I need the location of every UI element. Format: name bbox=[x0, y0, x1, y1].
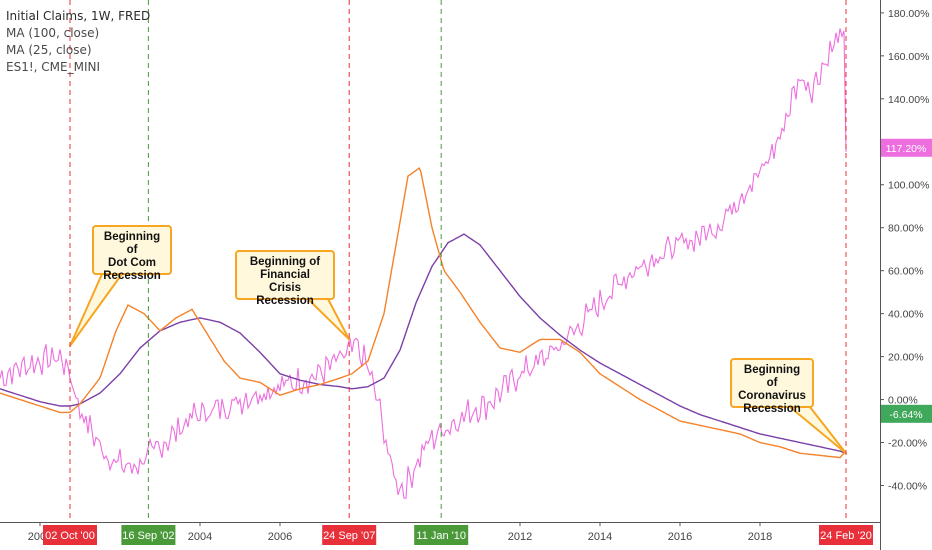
callout-line: Beginning of bbox=[103, 231, 161, 256]
last-value-badge bbox=[881, 138, 932, 157]
y-tick-label: 20.00% bbox=[888, 352, 924, 364]
event-date-label: 16 Sep '02 bbox=[122, 530, 174, 542]
y-axis: 180.00%160.00%140.00%120.00%100.00%80.00… bbox=[880, 0, 932, 550]
callout-financial-crisis: Beginning of Financial Crisis Recession bbox=[235, 250, 335, 307]
event-date-badge bbox=[322, 525, 377, 545]
y-tick-label: 0.00% bbox=[888, 395, 918, 407]
y-axis-background bbox=[880, 0, 932, 550]
series-initial-claims[interactable] bbox=[0, 28, 847, 499]
y-tick-label: 40.00% bbox=[888, 309, 924, 321]
callout-line: Beginning of bbox=[249, 256, 321, 268]
callout-line: Dot Com bbox=[108, 257, 156, 269]
y-tick-label: 80.00% bbox=[888, 223, 924, 235]
legend-title[interactable]: Initial Claims, 1W, FRED bbox=[6, 9, 151, 23]
event-date-badge bbox=[43, 525, 97, 545]
series-ma-25[interactable] bbox=[0, 167, 846, 459]
event-date-label: 24 Sep '07 bbox=[323, 530, 375, 542]
y-tick-label: 180.00% bbox=[888, 8, 929, 20]
callout-line: Recession bbox=[256, 295, 314, 307]
x-tick-label: 2014 bbox=[588, 531, 612, 543]
x-tick-label: 2012 bbox=[508, 531, 532, 543]
y-tick-label: 100.00% bbox=[888, 180, 929, 192]
last-value-badge bbox=[881, 404, 932, 423]
y-tick-label: 140.00% bbox=[888, 94, 929, 106]
event-date-label: 02 Oct '00 bbox=[45, 530, 95, 542]
legend-es[interactable]: ES1!, CME_MINI bbox=[6, 60, 100, 74]
callout-dot-com: Beginning of Dot Com Recession bbox=[92, 225, 172, 282]
legend: Initial Claims, 1W, FRED MA (100, close)… bbox=[6, 8, 150, 76]
x-tick-label: 2018 bbox=[748, 531, 772, 543]
callout-line: Financial Crisis bbox=[260, 269, 310, 294]
event-date-badge bbox=[414, 525, 469, 545]
callout-coronavirus: Beginning of Coronavirus Recession bbox=[730, 358, 814, 415]
event-date-label: 11 Jan '10 bbox=[416, 530, 466, 542]
event-date-badge bbox=[121, 525, 176, 545]
x-tick-label: 2016 bbox=[668, 531, 692, 543]
y-tick-label: -20.00% bbox=[888, 438, 927, 450]
series-ma-100[interactable] bbox=[0, 233, 846, 454]
y-tick-label: 60.00% bbox=[888, 266, 924, 278]
callout-line: Coronavirus bbox=[738, 390, 806, 402]
event-date-badge bbox=[819, 525, 873, 545]
last-value-label: 117.20% bbox=[886, 143, 927, 155]
y-tick-label: 160.00% bbox=[888, 51, 929, 63]
legend-ma100[interactable]: MA (100, close) bbox=[6, 26, 100, 40]
x-axis: 2000 2004 2006 2012 2014 2016 2018 bbox=[0, 522, 880, 543]
last-value-label: -6.64% bbox=[889, 409, 922, 421]
x-tick-label: 2006 bbox=[268, 531, 292, 543]
callout-line: Beginning of bbox=[743, 364, 801, 389]
y-tick-label: -40.00% bbox=[888, 480, 927, 492]
x-tick-label: 2004 bbox=[188, 531, 212, 543]
event-date-label: 24 Feb '20 bbox=[820, 530, 872, 542]
legend-ma25[interactable]: MA (25, close) bbox=[6, 43, 92, 57]
callout-line: Recession bbox=[743, 403, 801, 415]
callout-line: Recession bbox=[103, 270, 161, 282]
